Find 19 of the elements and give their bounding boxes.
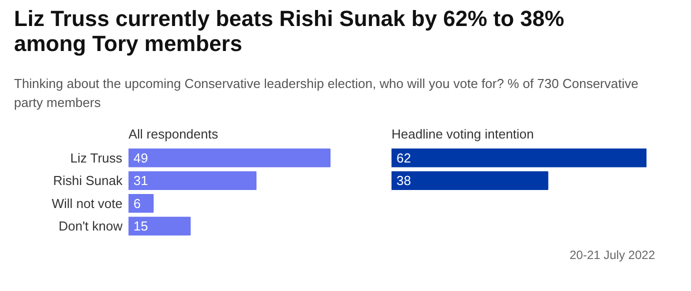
chart-title: Headline voting intention xyxy=(392,126,534,142)
y-tick-label: Will not vote xyxy=(52,196,123,211)
bar xyxy=(128,148,331,168)
data-label: 6 xyxy=(134,196,141,211)
text: All respondents xyxy=(128,126,219,142)
data-label: 15 xyxy=(134,218,148,234)
chart-title: Liz Truss currently beats Rishi Sunak by 62% to 38% among Tory members xyxy=(14,6,566,56)
y-tick-label: Rishi Sunak xyxy=(53,173,123,188)
y-tick-label: Don't know xyxy=(58,218,124,234)
text: 20-21 July 2022 xyxy=(568,247,655,264)
bar xyxy=(128,216,191,236)
bar xyxy=(128,194,154,213)
bar xyxy=(128,171,256,190)
data-label: 31 xyxy=(134,173,148,188)
chart-subtitle: Thinking about the upcoming Conservative leadership election, who will you vote for? % of 730 Conservative party members xyxy=(14,75,640,112)
data-label: 38 xyxy=(396,173,411,188)
data-label: 49 xyxy=(134,150,148,166)
data-label: 62 xyxy=(396,150,411,166)
y-tick-label: Liz Truss xyxy=(70,150,123,166)
